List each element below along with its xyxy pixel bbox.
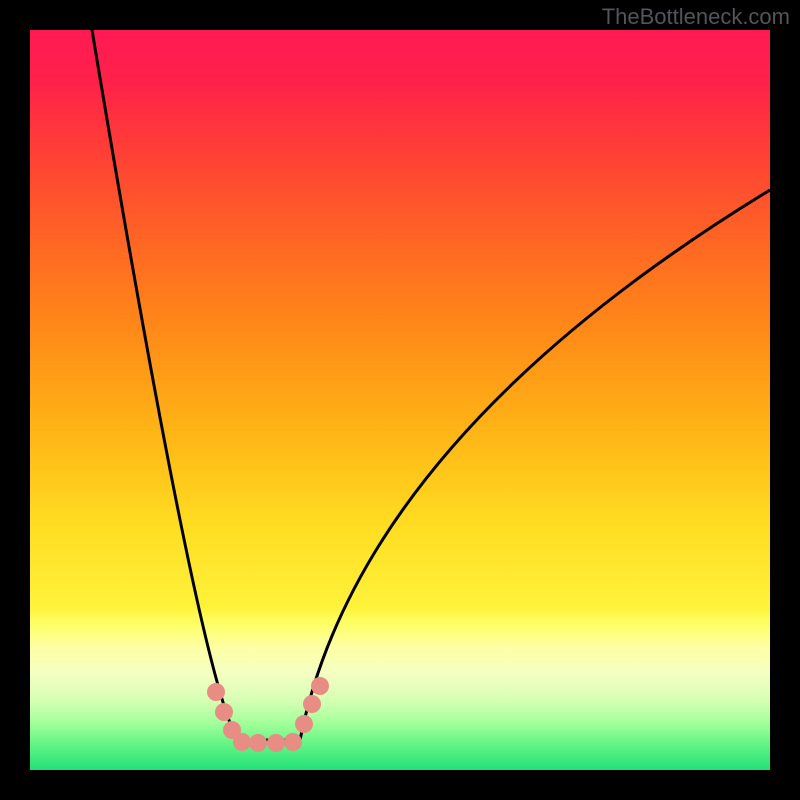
bottleneck-curve-chart xyxy=(0,0,800,800)
valley-marker xyxy=(311,677,329,695)
valley-marker xyxy=(249,734,267,752)
valley-marker xyxy=(303,695,321,713)
watermark-label: TheBottleneck.com xyxy=(602,4,790,30)
chart-background xyxy=(30,30,770,770)
chart-stage: TheBottleneck.com xyxy=(0,0,800,800)
valley-marker xyxy=(295,715,313,733)
valley-marker xyxy=(215,703,233,721)
valley-marker xyxy=(284,733,302,751)
valley-marker xyxy=(267,734,285,752)
valley-marker xyxy=(207,683,225,701)
valley-marker xyxy=(233,733,251,751)
